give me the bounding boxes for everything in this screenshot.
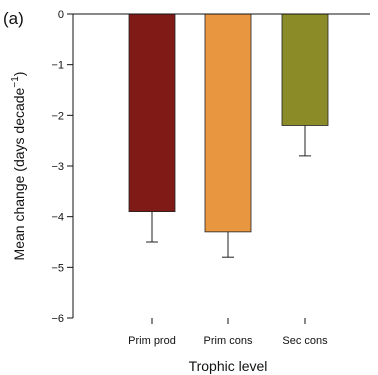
panel-label: (a) <box>3 9 24 28</box>
y-ticks-group: 0 −1 −2 −3 −4 −5 −6 <box>51 9 73 325</box>
y-axis-title-main: Mean change (days decade <box>11 87 27 260</box>
y-tick-label: −2 <box>51 110 64 122</box>
bar-prim-prod <box>128 13 176 213</box>
x-axis-title: Trophic level <box>189 358 268 374</box>
y-tick-label: −1 <box>51 60 64 72</box>
bars-group <box>128 13 329 233</box>
y-tick-label: −6 <box>51 313 64 325</box>
y-axis-title: Mean change (days decade−1) <box>10 72 27 261</box>
y-tick-label: −3 <box>51 161 64 173</box>
bar-sec-cons <box>281 13 329 126</box>
error-bars-group <box>146 125 311 258</box>
x-tick-label: Sec cons <box>282 335 328 347</box>
x-tick-label: Prim cons <box>204 335 253 347</box>
y-tick-label: 0 <box>58 9 64 21</box>
y-tick-label: −4 <box>51 212 64 224</box>
x-tick-label: Prim prod <box>128 335 176 347</box>
y-tick-label: −5 <box>51 262 64 274</box>
x-ticks-group: Prim prod Prim cons Sec cons <box>128 318 328 347</box>
y-axis-title-end: ) <box>11 72 27 77</box>
y-axis-title-superscript: −1 <box>10 76 21 88</box>
bar-prim-cons <box>204 13 252 233</box>
